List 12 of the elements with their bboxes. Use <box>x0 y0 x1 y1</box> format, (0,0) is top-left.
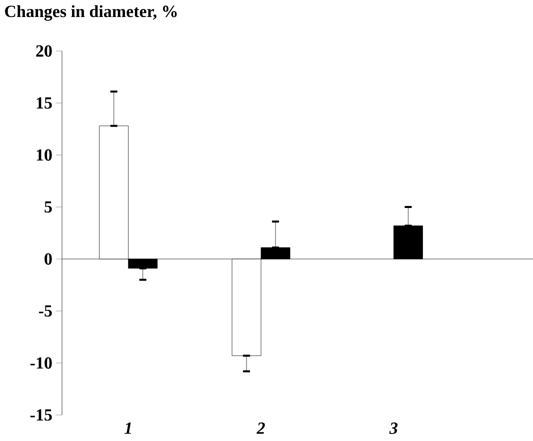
y-tick-label: 5 <box>44 201 52 213</box>
y-tick-label: 0 <box>44 253 52 265</box>
y-tick-label: 10 <box>36 149 52 161</box>
y-axis-title: Changes in diameter, % <box>5 5 177 21</box>
y-tick-label: 15 <box>36 97 52 109</box>
y-tick-label: 20 <box>36 45 52 57</box>
y-tick-label: -10 <box>30 357 52 369</box>
x-tick-label: 2 <box>256 422 265 434</box>
x-tick-label: 1 <box>124 422 131 434</box>
y-tick-label: -15 <box>30 409 52 421</box>
x-tick-label: 3 <box>389 422 398 434</box>
y-tick-label: -5 <box>38 305 52 317</box>
